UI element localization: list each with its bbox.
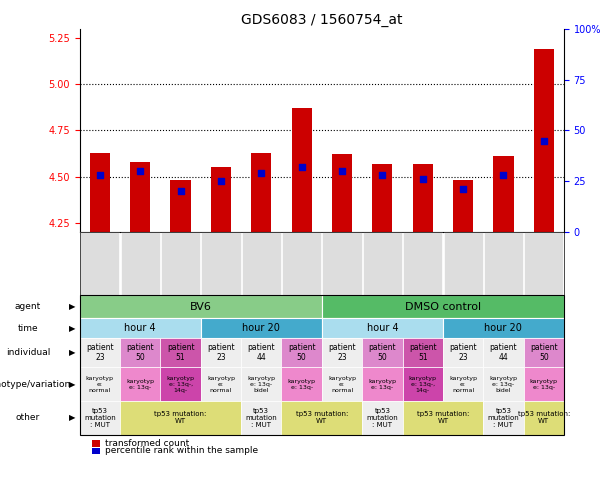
Text: ▶: ▶ — [69, 302, 75, 311]
Point — [135, 167, 145, 175]
Point — [176, 187, 186, 195]
Text: patient
23: patient 23 — [328, 343, 356, 362]
Bar — [170, 180, 191, 232]
Bar — [251, 153, 272, 232]
Text: hour 20: hour 20 — [484, 323, 522, 333]
Text: ▶: ▶ — [69, 380, 75, 389]
Text: karyotyp
e:
normal: karyotyp e: normal — [207, 376, 235, 393]
Text: patient
44: patient 44 — [248, 343, 275, 362]
Text: percentile rank within the sample: percentile rank within the sample — [105, 446, 258, 455]
Text: karyotyp
e: 13q-,
14q-: karyotyp e: 13q-, 14q- — [167, 376, 194, 393]
Text: ▶: ▶ — [69, 324, 75, 333]
Text: hour 4: hour 4 — [124, 323, 156, 333]
Bar — [372, 164, 392, 232]
Bar — [413, 164, 433, 232]
Text: patient
23: patient 23 — [449, 343, 477, 362]
Text: karyotyp
e: 13q-: karyotyp e: 13q- — [530, 379, 558, 390]
Text: patient
50: patient 50 — [368, 343, 396, 362]
Bar — [453, 180, 473, 232]
Point — [458, 185, 468, 193]
Bar — [89, 153, 110, 232]
Text: DMSO control: DMSO control — [405, 301, 481, 312]
Text: tp53
mutation
: MUT: tp53 mutation : MUT — [84, 408, 116, 428]
Text: BV6: BV6 — [190, 301, 211, 312]
Text: genotype/variation: genotype/variation — [0, 380, 71, 389]
Text: tp53
mutation
: MUT: tp53 mutation : MUT — [487, 408, 519, 428]
Text: karyotyp
e: 13q-: karyotyp e: 13q- — [368, 379, 397, 390]
Text: karyotyp
e: 13q-: karyotyp e: 13q- — [126, 379, 154, 390]
Text: tp53 mutation:
WT: tp53 mutation: WT — [417, 412, 469, 425]
Bar — [493, 156, 514, 232]
Text: hour 20: hour 20 — [242, 323, 280, 333]
Point — [297, 163, 306, 171]
Text: time: time — [18, 324, 38, 333]
Bar — [211, 167, 231, 232]
Text: patient
51: patient 51 — [167, 343, 194, 362]
Point — [256, 169, 266, 177]
Text: patient
23: patient 23 — [207, 343, 235, 362]
Text: transformed count: transformed count — [105, 439, 189, 448]
Text: karyotyp
e: 13q-
bidel: karyotyp e: 13q- bidel — [489, 376, 517, 393]
Point — [216, 177, 226, 185]
Text: patient
50: patient 50 — [126, 343, 154, 362]
Text: ▶: ▶ — [69, 348, 75, 357]
Text: patient
23: patient 23 — [86, 343, 113, 362]
Text: karyotyp
e:
normal: karyotyp e: normal — [328, 376, 356, 393]
Point — [95, 171, 105, 179]
Point — [498, 171, 508, 179]
Text: karyotyp
e:
normal: karyotyp e: normal — [449, 376, 477, 393]
Text: agent: agent — [15, 302, 41, 311]
Bar — [332, 155, 352, 232]
Text: hour 4: hour 4 — [367, 323, 398, 333]
Text: patient
50: patient 50 — [530, 343, 558, 362]
Text: karyotyp
e: 13q-,
14q-: karyotyp e: 13q-, 14q- — [409, 376, 436, 393]
Text: tp53
mutation
: MUT: tp53 mutation : MUT — [367, 408, 398, 428]
Title: GDS6083 / 1560754_at: GDS6083 / 1560754_at — [241, 13, 403, 27]
Point — [418, 175, 428, 183]
Bar — [534, 49, 554, 232]
Point — [539, 137, 549, 144]
Text: patient
50: patient 50 — [288, 343, 316, 362]
Text: tp53 mutation:
WT: tp53 mutation: WT — [517, 412, 570, 425]
Text: karyotyp
e:
normal: karyotyp e: normal — [86, 376, 114, 393]
Text: karyotyp
e: 13q-: karyotyp e: 13q- — [287, 379, 316, 390]
Text: patient
44: patient 44 — [490, 343, 517, 362]
Text: individual: individual — [6, 348, 50, 357]
Text: tp53 mutation:
WT: tp53 mutation: WT — [154, 412, 207, 425]
Text: other: other — [16, 413, 40, 423]
Bar — [292, 108, 312, 232]
Point — [378, 171, 387, 179]
Point — [337, 167, 347, 175]
Bar — [130, 162, 150, 232]
Text: tp53
mutation
: MUT: tp53 mutation : MUT — [245, 408, 277, 428]
Text: tp53 mutation:
WT: tp53 mutation: WT — [295, 412, 348, 425]
Text: karyotyp
e: 13q-
bidel: karyotyp e: 13q- bidel — [247, 376, 275, 393]
Text: ▶: ▶ — [69, 413, 75, 423]
Text: patient
51: patient 51 — [409, 343, 436, 362]
